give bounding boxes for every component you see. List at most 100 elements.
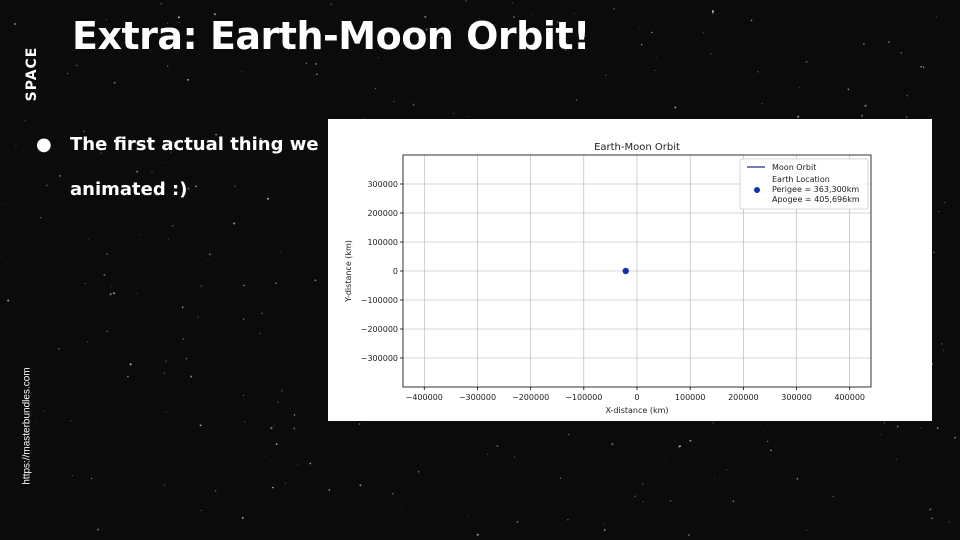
star	[11, 35, 12, 36]
star	[167, 238, 169, 240]
star	[496, 445, 499, 448]
star	[106, 330, 108, 333]
star	[172, 225, 174, 227]
star	[732, 500, 735, 502]
star	[265, 140, 267, 142]
star	[40, 426, 42, 427]
y-tick-label: −100000	[361, 296, 398, 305]
x-tick-label: 100000	[675, 393, 706, 402]
star	[664, 457, 666, 459]
star	[929, 508, 932, 511]
star	[564, 48, 567, 51]
star	[511, 1, 514, 4]
star	[197, 316, 199, 318]
star	[113, 293, 115, 294]
x-tick-label: 400000	[834, 393, 865, 402]
star	[702, 31, 705, 34]
legend-perigee-label: Perigee = 363,300km	[772, 185, 859, 194]
star	[674, 106, 677, 109]
star	[178, 22, 180, 24]
star	[559, 477, 562, 479]
y-tick-label: 0	[393, 267, 398, 276]
star	[208, 253, 211, 256]
star	[187, 79, 189, 81]
star	[207, 259, 209, 261]
star	[293, 414, 296, 416]
star	[72, 475, 73, 477]
star	[214, 489, 217, 492]
star	[87, 341, 89, 343]
star	[613, 7, 615, 10]
legend-box	[739, 158, 869, 210]
star	[468, 514, 469, 516]
star	[767, 440, 769, 442]
star	[195, 185, 197, 188]
star	[76, 64, 78, 66]
star	[314, 63, 317, 65]
star	[267, 197, 270, 200]
star	[797, 115, 800, 118]
star	[241, 71, 243, 73]
star	[151, 171, 153, 173]
star	[905, 116, 908, 118]
star	[948, 520, 951, 523]
star	[277, 401, 279, 403]
star	[167, 65, 169, 67]
star	[129, 363, 132, 366]
star	[354, 465, 355, 467]
star	[114, 450, 116, 451]
star	[634, 495, 636, 497]
star	[772, 101, 773, 103]
x-tick-label: 200000	[728, 393, 759, 402]
star	[200, 509, 202, 512]
star	[583, 34, 586, 37]
star	[43, 410, 44, 412]
star	[273, 424, 275, 427]
star	[199, 424, 202, 427]
star	[177, 16, 180, 19]
star	[305, 62, 308, 65]
star	[40, 217, 42, 219]
star	[215, 133, 217, 136]
y-tick-label: 300000	[367, 180, 398, 189]
star	[726, 469, 728, 471]
star	[452, 112, 455, 115]
star	[567, 518, 569, 521]
star	[642, 501, 644, 503]
star	[170, 152, 172, 154]
star	[920, 65, 922, 68]
star	[847, 88, 850, 91]
star	[165, 411, 167, 413]
section-label: SPACE	[24, 46, 40, 102]
star	[280, 252, 281, 253]
star	[136, 292, 138, 294]
star	[424, 15, 427, 18]
x-tick-label: −400000	[406, 393, 443, 402]
star	[328, 489, 331, 491]
star	[242, 318, 245, 321]
y-tick-label: −200000	[361, 325, 398, 334]
star	[284, 482, 287, 484]
star	[103, 49, 105, 50]
legend-moon-orbit-label: Moon Orbit	[772, 163, 816, 172]
star	[642, 482, 643, 484]
star	[944, 202, 946, 204]
star	[316, 73, 318, 76]
star	[83, 130, 85, 132]
star	[374, 87, 376, 89]
star	[513, 16, 515, 18]
star	[556, 20, 559, 24]
star	[761, 103, 763, 105]
star	[641, 44, 643, 46]
x-tick-label: 0	[634, 393, 639, 402]
star	[136, 170, 139, 173]
star	[190, 375, 193, 378]
star	[425, 28, 428, 31]
star	[263, 36, 265, 38]
star	[920, 427, 922, 429]
y-tick-label: 200000	[367, 209, 398, 218]
star	[138, 233, 140, 236]
bullet-item: ● The first actual thing we animated :)	[36, 122, 326, 212]
chart-legend: Moon Orbit Earth Location Perigee = 363,…	[739, 158, 869, 210]
star	[600, 518, 601, 520]
